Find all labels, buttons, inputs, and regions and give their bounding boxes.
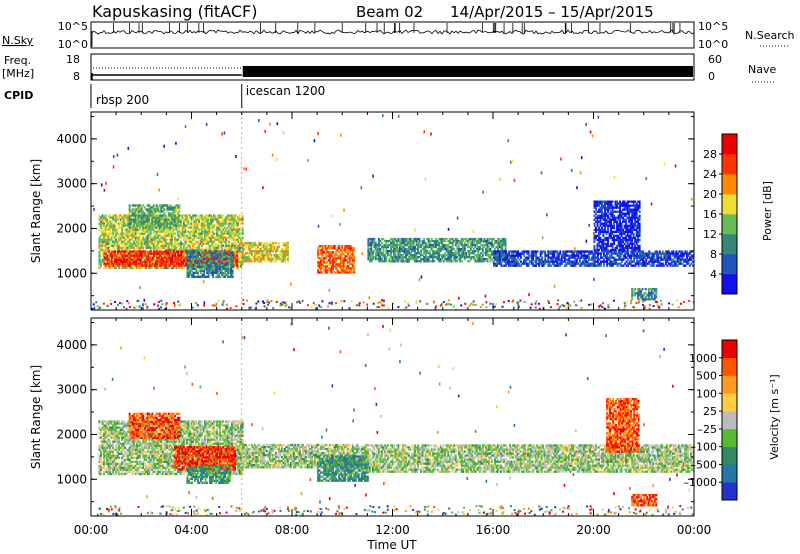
power-y-axis-label: Slant Range [km] — [29, 159, 43, 263]
colorbar-swatch — [722, 340, 737, 359]
velocity-y-ticks: 1000 2000 3000 4000 — [56, 321, 694, 503]
colorbar-swatch — [722, 375, 737, 394]
beam-label: Beam 02 — [356, 3, 423, 21]
colorbar-swatch — [722, 411, 737, 430]
colorbar-swatch — [722, 482, 737, 501]
nsky-tick-top: 10^5 — [58, 20, 88, 33]
freq-label: Freq. — [4, 54, 31, 67]
freq-unit: [MHz] — [2, 67, 34, 80]
nsky-trace — [91, 23, 695, 47]
power-colorbar: 4 8 12 16 20 24 28 — [703, 133, 738, 295]
cpid-label: CPID — [4, 89, 33, 102]
colorbar-swatch — [722, 194, 737, 215]
x-tick-label: 00:00 — [74, 523, 109, 537]
nsearch-label: N.Search — [745, 29, 795, 42]
nsearch-tick-top: 10^5 — [698, 20, 728, 33]
colorbar-tick-label: 24 — [703, 168, 717, 181]
power-x-ticks — [90, 112, 695, 310]
colorbar-swatch — [722, 393, 737, 412]
colorbar-tick-label: 8 — [710, 248, 717, 261]
colorbar-tick-label: –1000 — [684, 476, 718, 489]
nsky-panel — [90, 21, 695, 49]
x-tick-label: 04:00 — [174, 523, 209, 537]
velocity-panel-frame — [90, 317, 695, 517]
date-range: 14/Apr/2015 – 15/Apr/2015 — [450, 3, 654, 21]
nsearch-tick-bottom: 10^0 — [698, 38, 728, 51]
y-tick-label: 4000 — [56, 132, 87, 146]
nsky-label: N.Sky — [2, 34, 34, 47]
colorbar-swatch — [722, 254, 737, 275]
y-tick-label: 1000 — [56, 472, 87, 486]
freq-tick-bottom: 8 — [73, 70, 80, 83]
nave-label: Nave — [748, 63, 776, 76]
power-colorbar-label: Power [dB] — [761, 181, 774, 241]
colorbar-swatch — [722, 234, 737, 255]
nsky-tick-bottom: 10^0 — [58, 38, 88, 51]
power-y-ticks: 1000 2000 3000 4000 — [56, 115, 694, 297]
colorbar-swatch — [722, 134, 737, 155]
colorbar-tick-label: 1000 — [689, 352, 717, 365]
colorbar-tick-label: 12 — [703, 228, 717, 241]
y-tick-label: 2000 — [56, 427, 87, 441]
colorbar-tick-label: 28 — [703, 148, 717, 161]
y-tick-label: 4000 — [56, 338, 87, 352]
freq-panel — [90, 53, 695, 81]
cpid-segment-icescan: icescan 1200 — [246, 84, 325, 98]
colorbar-tick-label: –100 — [691, 441, 718, 454]
power-panel-frame — [90, 111, 695, 311]
colorbar-swatch — [722, 446, 737, 465]
freq-trace — [91, 66, 693, 80]
velocity-colorbar-label: Velocity [m s⁻¹] — [768, 374, 781, 459]
freq-tick-top: 18 — [66, 53, 80, 66]
velocity-y-axis-label: Slant Range [km] — [29, 365, 43, 469]
colorbar-swatch — [722, 214, 737, 235]
y-tick-label: 3000 — [56, 177, 87, 191]
velocity-data-cells — [96, 318, 694, 516]
x-axis-label: Time UT — [366, 538, 417, 552]
colorbar-tick-label: 100 — [696, 387, 717, 400]
colorbar-tick-label: 4 — [710, 268, 717, 281]
x-tick-label: 08:00 — [275, 523, 310, 537]
colorbar-tick-label: –500 — [691, 458, 718, 471]
colorbar-tick-label: 25 — [703, 405, 717, 418]
nave-tick-bottom: 0 — [708, 70, 715, 83]
x-tick-label: 16:00 — [476, 523, 511, 537]
x-tick-label: 12:00 — [375, 523, 410, 537]
y-tick-label: 2000 — [56, 221, 87, 235]
colorbar-swatch — [722, 274, 737, 295]
power-data-cells — [91, 112, 694, 310]
colorbar-swatch — [722, 428, 737, 447]
velocity-x-ticks: 00:00 04:00 08:00 12:00 16:00 20:00 00:00 — [74, 318, 712, 537]
colorbar-swatch — [722, 154, 737, 175]
colorbar-tick-label: 20 — [703, 188, 717, 201]
colorbar-tick-label: 16 — [703, 208, 717, 221]
y-tick-label: 1000 — [56, 266, 87, 280]
x-tick-label: 20:00 — [576, 523, 611, 537]
colorbar-swatch — [722, 357, 737, 376]
colorbar-tick-label: –25 — [698, 423, 718, 436]
colorbar-swatch — [722, 174, 737, 195]
station-title: Kapuskasing (fitACF) — [92, 2, 257, 21]
cpid-segment-rbsp: rbsp 200 — [96, 93, 149, 107]
x-tick-label: 00:00 — [677, 523, 712, 537]
y-tick-label: 3000 — [56, 383, 87, 397]
colorbar-tick-label: 500 — [696, 370, 717, 383]
colorbar-swatch — [722, 464, 737, 483]
nave-tick-top: 60 — [708, 53, 722, 66]
velocity-colorbar: 1000 500 100 25 –25 –100 –500 –1000 — [684, 339, 738, 501]
